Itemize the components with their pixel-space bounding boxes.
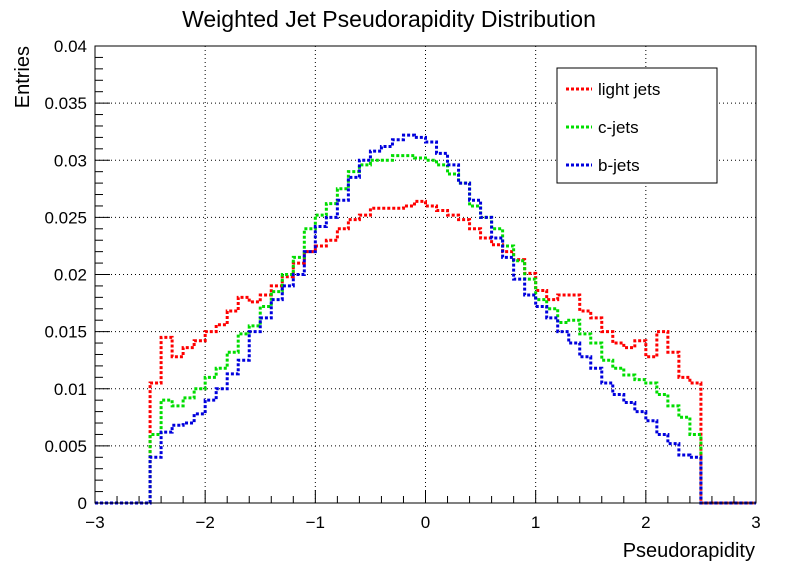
y-tick-label: 0.025 bbox=[44, 208, 87, 227]
y-tick-label: 0.035 bbox=[44, 94, 87, 113]
y-tick-label: 0.015 bbox=[44, 323, 87, 342]
x-tick-label: 1 bbox=[531, 513, 540, 532]
y-tick-label: 0.03 bbox=[54, 151, 87, 170]
y-tick-label: 0.02 bbox=[54, 266, 87, 285]
y-ticks: 0 0.005 0.01 0.015 0.02 0.025 0.03 0.035 0.04 bbox=[44, 37, 110, 513]
x-tick-label: 3 bbox=[751, 513, 760, 532]
legend: light jets c-jets b-jets bbox=[556, 67, 718, 184]
chart-title: Weighted Jet Pseudorapidity Distribution bbox=[182, 6, 596, 32]
series-b-jets bbox=[95, 133, 756, 505]
y-tick-label: 0.04 bbox=[54, 37, 87, 56]
x-axis-title: Pseudorapidity bbox=[623, 540, 755, 562]
x-tick-label: −1 bbox=[306, 513, 325, 532]
x-tick-label: −2 bbox=[195, 513, 214, 532]
legend-label-light-jets: light jets bbox=[598, 80, 660, 99]
x-ticks: −3 −2 −1 0 1 2 3 bbox=[85, 490, 761, 532]
y-tick-label: 0.005 bbox=[44, 437, 87, 456]
series-c-jets bbox=[95, 154, 756, 505]
y-tick-label: 0 bbox=[78, 494, 87, 513]
legend-label-b-jets: b-jets bbox=[598, 156, 640, 175]
y-axis-title: Entries bbox=[12, 46, 34, 108]
y-tick-label: 0.01 bbox=[54, 380, 87, 399]
x-tick-label: −3 bbox=[85, 513, 104, 532]
series-layer bbox=[95, 133, 756, 505]
x-tick-label: 2 bbox=[641, 513, 650, 532]
x-tick-label: 0 bbox=[421, 513, 430, 532]
legend-label-c-jets: c-jets bbox=[598, 118, 639, 137]
